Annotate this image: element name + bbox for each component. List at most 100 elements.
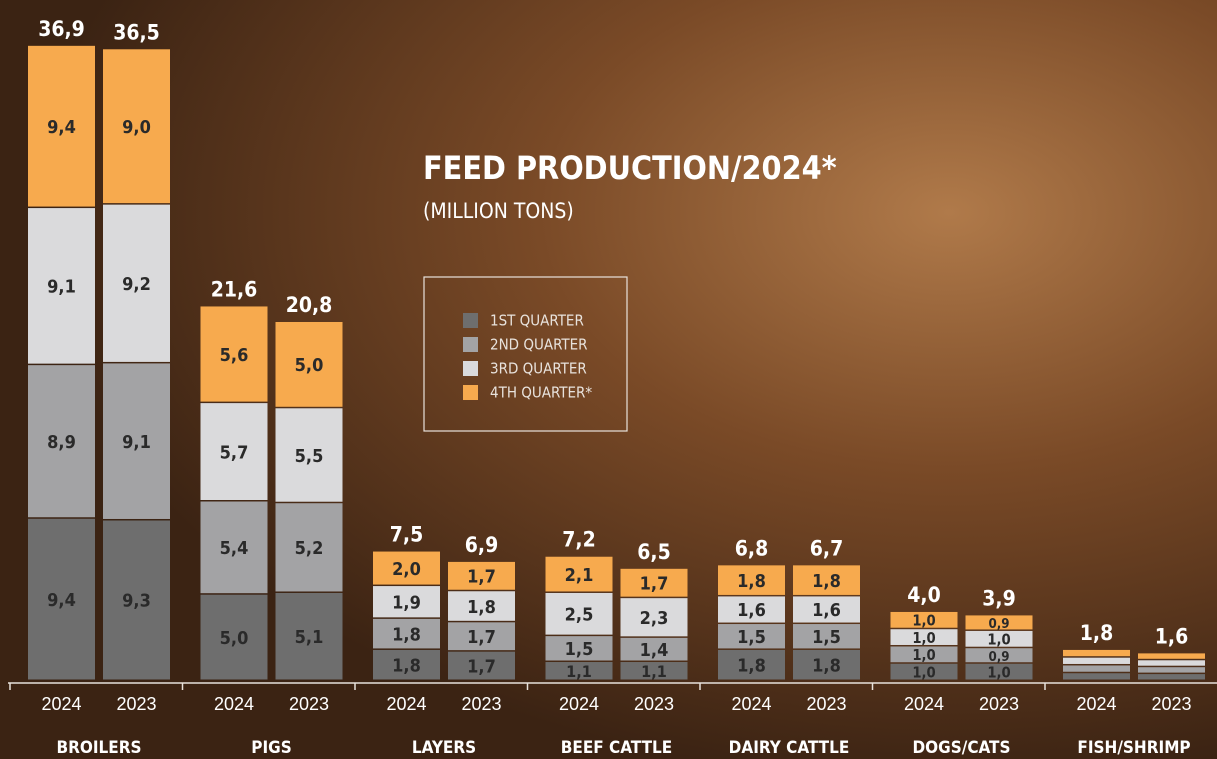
segment-label: 1,0 (912, 647, 935, 664)
bar-segment (1138, 653, 1205, 659)
bar-segment (793, 596, 860, 623)
bar-segment (448, 651, 515, 680)
segment-label: 1,1 (641, 662, 667, 681)
bar-segment (1063, 673, 1130, 680)
bar-segment (890, 611, 958, 628)
segment-label: 1,8 (812, 655, 841, 676)
legend-label: 4TH QUARTER* (490, 384, 592, 402)
x-tick-label: 2024 (1076, 694, 1116, 714)
group-label: PIGS (251, 738, 291, 758)
segment-label: 1,0 (912, 613, 935, 630)
segment-label: 1,5 (812, 627, 841, 648)
bar-segment (793, 624, 860, 649)
legend-label: 1ST QUARTER (490, 312, 584, 330)
group-label: FISH/SHRIMP (1077, 738, 1190, 758)
bar-segment (200, 306, 268, 402)
segment-label: 8,9 (47, 432, 76, 453)
x-tick-label: 2023 (1151, 694, 1191, 714)
segment-label: 5,1 (295, 627, 324, 648)
bar-segment (793, 649, 860, 680)
segment-label: 1,8 (392, 624, 421, 645)
bar-segment (965, 615, 1033, 630)
segment-label: 5,6 (220, 345, 249, 366)
segment-label: 9,3 (122, 591, 151, 612)
segment-label: 1,0 (912, 664, 935, 681)
bar-segment (890, 663, 958, 680)
segment-label: 1,5 (737, 627, 766, 648)
group-label: DAIRY CATTLE (729, 738, 850, 758)
bar-segment (718, 565, 785, 595)
bar-segment (373, 618, 440, 649)
bar-total: 6,7 (810, 536, 843, 560)
bar-segment (1138, 674, 1205, 680)
bar-segment (373, 551, 440, 585)
segment-label: 1,8 (812, 571, 841, 592)
bar-segment (28, 208, 95, 364)
x-tick-label: 2023 (461, 694, 501, 714)
segment-label: 5,5 (295, 446, 324, 467)
bar-segment (28, 45, 95, 207)
segment-label: 1,7 (467, 656, 496, 677)
segment-label: 5,0 (295, 355, 324, 376)
segment-label: 5,4 (220, 538, 249, 559)
segment-label: 1,8 (467, 597, 496, 618)
legend-label: 3RD QUARTER (490, 360, 587, 378)
segment-label: 1,6 (737, 600, 766, 621)
bar-segment (718, 624, 785, 649)
bar-segment (965, 630, 1033, 647)
bar-segment (200, 594, 268, 680)
bar-total: 6,8 (735, 536, 768, 560)
bar-total: 4,0 (907, 583, 940, 607)
x-tick-label: 2023 (806, 694, 846, 714)
group-label: BROILERS (56, 738, 141, 758)
segment-label: 1,5 (565, 639, 594, 660)
x-tick-label: 2024 (214, 694, 254, 714)
segment-label: 1,9 (392, 592, 421, 613)
segment-label: 1,8 (392, 655, 421, 676)
bar-segment (28, 365, 95, 518)
legend-swatch (463, 385, 478, 400)
x-tick-label: 2023 (116, 694, 156, 714)
bar-segment (545, 636, 613, 661)
bar-segment (28, 518, 95, 680)
bar-segment (275, 321, 343, 407)
segment-label: 9,0 (122, 117, 151, 138)
legend-swatch (463, 313, 478, 328)
legend-swatch (463, 337, 478, 352)
bar-segment (103, 49, 170, 204)
segment-label: 0,9 (988, 650, 1009, 665)
bar-total: 1,8 (1080, 621, 1113, 645)
bar-segment (275, 408, 343, 502)
x-tick-label: 2024 (41, 694, 81, 714)
bar-total: 21,6 (211, 277, 258, 301)
bar-segment (890, 629, 958, 645)
segment-label: 1,4 (640, 640, 669, 661)
bar-segment (965, 648, 1033, 663)
bar-segment (200, 403, 268, 500)
bar-total: 36,5 (113, 20, 160, 44)
segment-label: 9,2 (122, 274, 151, 295)
bar-total: 6,9 (465, 533, 498, 557)
x-tick-label: 2023 (289, 694, 329, 714)
bar-segment (1063, 657, 1130, 664)
segment-label: 1,1 (566, 662, 592, 681)
legend-box (423, 276, 628, 432)
bar-segment (448, 591, 515, 621)
chart-subtitle: (MILLION TONS) (423, 199, 574, 223)
segment-label: 1,0 (987, 632, 1010, 649)
bar-segment (545, 592, 613, 635)
segment-label: 2,5 (565, 605, 594, 626)
bar-segment (545, 556, 613, 592)
bar-segment (620, 662, 688, 680)
bar-segment (1063, 665, 1130, 672)
bar-segment (275, 503, 343, 592)
segment-label: 2,1 (565, 565, 594, 586)
x-tick-label: 2023 (979, 694, 1019, 714)
segment-label: 1,7 (467, 567, 496, 588)
segment-label: 2,0 (392, 559, 421, 580)
x-tick-label: 2024 (904, 694, 944, 714)
bar-total: 3,9 (982, 586, 1015, 610)
bar-segment (620, 598, 688, 637)
x-tick-label: 2024 (731, 694, 771, 714)
